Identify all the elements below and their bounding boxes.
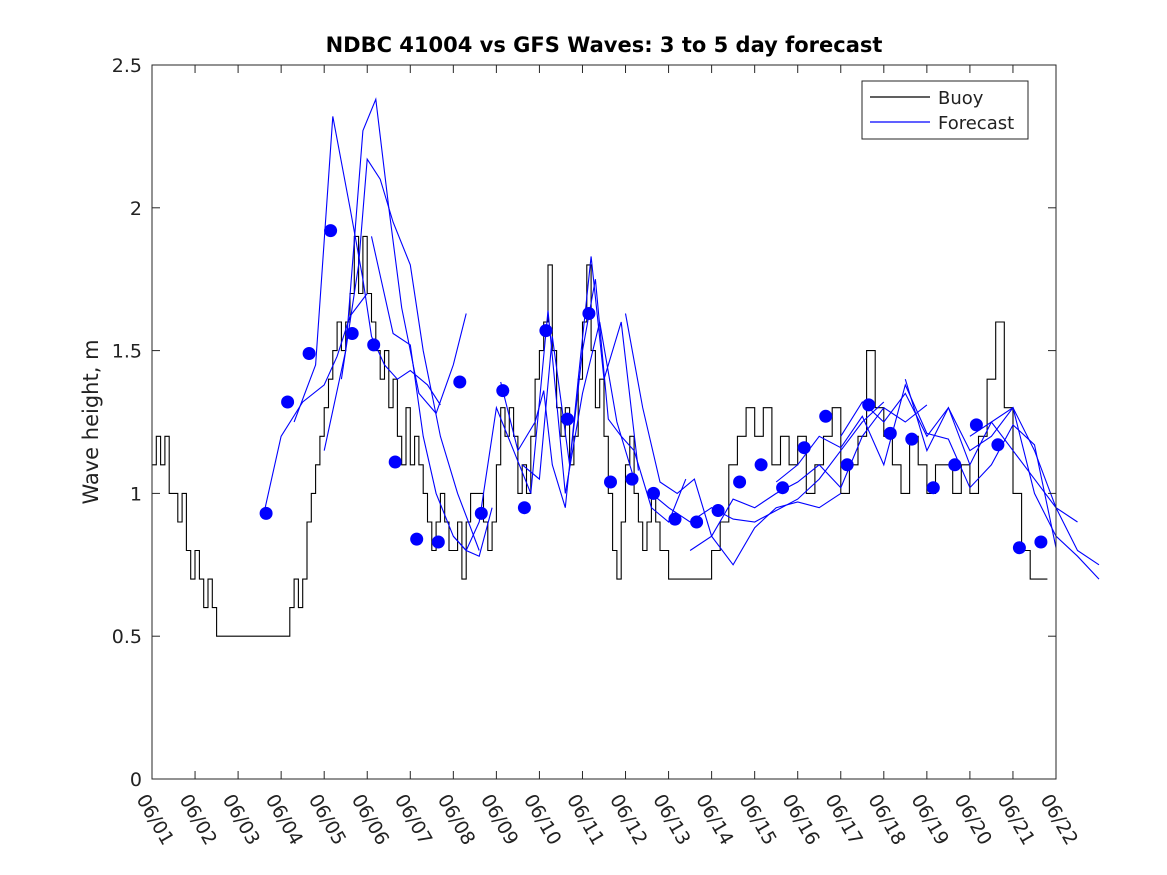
forecast-marker-point [410,532,424,546]
forecast-series-line-8 [624,313,842,566]
forecast-series-line-9 [651,401,885,523]
forecast-series-line-7 [521,279,687,523]
forecast-marker-point [345,327,359,340]
forecast-marker-point [905,432,919,446]
forecast-marker-point [259,506,273,520]
forecast-marker-point [324,224,338,238]
forecast-marker-point [388,455,402,469]
forecast-series-line-13 [904,379,1100,566]
y-tick-label: 2.5 [112,55,142,77]
forecast-marker-point [819,409,833,423]
forecast-series-line-6 [500,256,639,508]
forecast-marker-point [453,375,467,389]
forecast-marker-point [690,515,704,529]
forecast-marker-point [474,506,488,520]
forecast-marker-point [668,512,682,526]
chart-title: NDBC 41004 vs GFS Waves: 3 to 5 day fore… [326,33,883,57]
forecast-marker-point [969,418,983,432]
forecast-marker-point [302,347,316,360]
legend: Buoy Forecast [861,80,1029,140]
forecast-marker-point [582,307,596,320]
forecast-series-line-14 [969,421,1078,523]
forecast-series-line-5 [452,310,635,552]
forecast-series-line-0 [263,293,368,514]
legend-box [861,80,1029,140]
y-tick-label: 0 [130,769,142,791]
forecast-series-line-3 [340,157,480,551]
forecast-marker-point [754,458,768,472]
forecast-marker-point [797,441,811,455]
forecast-marker-point [625,472,639,486]
forecast-marker-point [776,481,790,495]
forecast-marker-point [991,438,1005,452]
y-tick-label: 1.5 [112,341,142,363]
forecast-marker-point [431,535,445,549]
forecast-marker-point [948,458,962,472]
y-axis-label: Wave height, m [79,339,103,504]
forecast-marker-point [281,395,295,409]
plot-area [152,97,1100,637]
y-tick-label: 2 [130,198,142,220]
forecast-marker-point [517,501,531,515]
axes-frame [151,64,1057,780]
forecast-marker-point [926,481,940,495]
y-axis-ticks: 0 0.5 1 1.5 2 2.5 [112,55,1056,791]
forecast-marker-point [604,475,617,489]
legend-label-forecast: Forecast [938,113,1014,134]
forecast-marker-point [1034,535,1048,549]
forecast-marker-point [1012,541,1026,555]
legend-label-buoy: Buoy [938,88,984,109]
forecast-marker-point [733,475,747,489]
forecast-series-line-4 [370,236,493,557]
forecast-marker-point [496,384,510,398]
y-tick-label: 1 [130,483,142,505]
y-tick-label: 0.5 [112,626,142,648]
forecast-marker-point [883,426,897,440]
forecast-marker-point [367,338,381,352]
forecast-marker-point [560,412,574,426]
buoy-series-line [152,235,1048,637]
forecast-marker-point [647,486,660,500]
forecast-marker-point [539,324,553,338]
forecast-marker-point [711,504,725,517]
forecast-series-line-1 [293,116,441,423]
forecast-marker-point [862,398,876,412]
forecast-series-line-2 [323,97,467,451]
forecast-series-line-10 [689,404,928,551]
forecast-marker-point [840,458,854,472]
forecast-series-line-11 [775,383,1057,548]
